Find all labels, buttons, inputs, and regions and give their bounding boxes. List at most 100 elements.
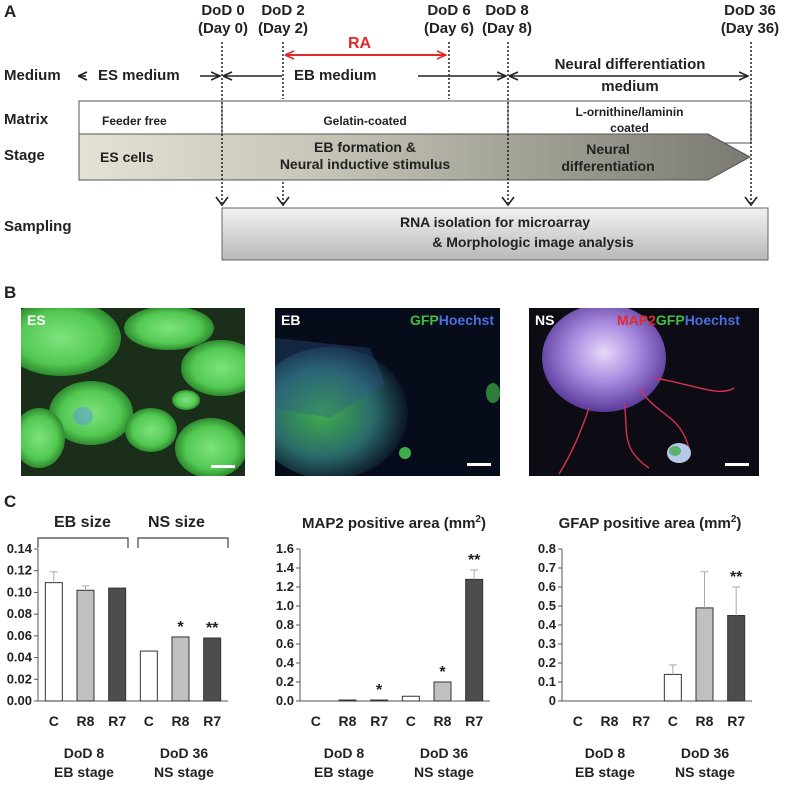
chart-size: 0.00 0.02 0.04 0.06 0.08 0.10 0.12 0.14 C R8 R7 C * R… xyxy=(7,541,228,729)
y-tick-label: 0.04 xyxy=(7,650,33,665)
y-tick-label: 0.3 xyxy=(538,636,556,651)
x-tick-label: C xyxy=(144,713,154,729)
bar-R8-4 xyxy=(433,681,452,702)
chart2-group-dod8: DoD 8 EB stage xyxy=(296,744,392,782)
x-tick-label: R8 xyxy=(172,713,190,729)
dod6-line1: DoD 6 xyxy=(427,2,471,19)
chart3-group-dod36-l2: NS stage xyxy=(675,764,735,780)
x-tick-label: C xyxy=(668,713,678,729)
bar-R7-5 xyxy=(203,637,222,702)
x-tick-label: C xyxy=(406,713,416,729)
dod2-line1: DoD 2 xyxy=(261,2,305,19)
chart3-title-sup: 2 xyxy=(730,514,737,525)
chart3-title-end: ) xyxy=(736,515,742,532)
chart2-title-end: ) xyxy=(480,515,486,532)
eb-scale-bar xyxy=(467,463,491,466)
x-tick-label: R8 xyxy=(339,713,357,729)
bar-R7-2 xyxy=(108,587,127,702)
y-tick-label: 0.00 xyxy=(7,693,32,708)
x-tick-label: R8 xyxy=(601,713,619,729)
bar-R8-4 xyxy=(695,607,714,702)
panel-a-label: A xyxy=(4,2,17,21)
y-tick-label: 0.8 xyxy=(538,541,556,556)
chart-gfap: 0 0.1 0.2 0.3 0.4 0.5 0.6 0.7 0.8 C R8 R7 C R8 ** R7 xyxy=(538,541,752,729)
chart1-group-dod8-l1: DoD 8 xyxy=(63,745,105,761)
stage-nd-2: differentiation xyxy=(561,158,655,174)
ns-stain-hoechst: Hoechst xyxy=(684,312,740,328)
chart1-header-ns-size: NS size xyxy=(148,514,205,531)
x-tick-label: R7 xyxy=(203,713,221,729)
dod0-line1: DoD 0 xyxy=(201,2,245,19)
y-tick-label: 0.06 xyxy=(7,628,32,643)
y-tick-label: 0.8 xyxy=(276,617,294,632)
chart2-group-dod36: DoD 36 NS stage xyxy=(394,744,494,782)
y-tick-label: 0.08 xyxy=(7,606,32,621)
y-tick-label: 0.14 xyxy=(7,541,33,556)
chart1-group-dod36: DoD 36 NS stage xyxy=(134,744,234,782)
dod36-line2: (Day 36) xyxy=(720,20,780,37)
y-tick-label: 0.02 xyxy=(7,671,32,686)
es-micrograph: ES xyxy=(21,308,245,476)
stage-es-cells: ES cells xyxy=(100,149,154,165)
y-tick-label: 0.1 xyxy=(538,674,556,689)
es-medium-text: ES medium xyxy=(95,67,183,84)
bar-C-0 xyxy=(44,582,63,702)
dod8-line2: (Day 8) xyxy=(481,20,533,37)
chart2-group-dod36-l1: DoD 36 xyxy=(419,745,469,761)
eb-stain-hoechst: Hoechst xyxy=(438,312,494,328)
bar-C-3 xyxy=(139,650,158,702)
row-label-stage: Stage xyxy=(4,147,45,164)
bar-C-3 xyxy=(401,695,420,702)
row-label-matrix: Matrix xyxy=(4,111,49,128)
y-tick-label: 1.0 xyxy=(276,598,294,613)
ns-stain-map2: MAP2 xyxy=(617,312,656,328)
x-tick-label: C xyxy=(49,713,59,729)
x-tick-label: C xyxy=(573,713,583,729)
panel-b-label: B xyxy=(4,283,17,302)
sample-arrow-dod2 xyxy=(276,196,290,207)
chart2-group-dod8-l1: DoD 8 xyxy=(323,745,365,761)
ns-scale-bar xyxy=(725,463,749,466)
chart1-group-dod8-l2: EB stage xyxy=(54,764,114,780)
stage-eb-2: Neural inductive stimulus xyxy=(279,156,451,172)
eb-image-label: EB xyxy=(281,312,301,328)
eb-micrograph-art xyxy=(275,308,500,476)
bar-R8-1 xyxy=(76,589,95,702)
chart3-title: GFAP positive area (mm2) xyxy=(518,514,782,532)
y-tick-label: 0.4 xyxy=(538,617,557,632)
eb-micrograph: EB GFPHoechst xyxy=(275,308,500,476)
sampling-text-2: & Morphologic image analysis xyxy=(432,234,634,250)
dod2-line2: (Day 2) xyxy=(257,20,309,37)
sample-arrow-dod0 xyxy=(215,196,229,207)
x-tick-label: R7 xyxy=(108,713,126,729)
eb-stain-gfp: GFP xyxy=(409,312,439,328)
x-tick-label: R8 xyxy=(434,713,452,729)
bar-R7-5 xyxy=(727,615,746,702)
ns-micrograph-art xyxy=(529,308,759,476)
dod0-line2: (Day 0) xyxy=(197,20,249,37)
dod36-label: DoD 36 (Day 36) xyxy=(712,2,788,38)
significance-mark: * xyxy=(177,619,184,636)
significance-mark: ** xyxy=(468,552,481,569)
ns-stain-legend: MAP2GFPHoechst xyxy=(617,312,740,328)
y-tick-label: 0.6 xyxy=(276,636,294,651)
eb-medium-text: EB medium xyxy=(290,67,381,84)
row-label-sampling: Sampling xyxy=(4,218,72,235)
chart3-group-dod8-l2: EB stage xyxy=(575,764,635,780)
chart1-group-dod36-l1: DoD 36 xyxy=(159,745,209,761)
nd-medium-text-1-span: Neural differentiation xyxy=(550,56,710,73)
bar-C-3 xyxy=(663,673,682,702)
sampling-box xyxy=(221,207,769,261)
chart-map2: 0.0 0.2 0.4 0.6 0.8 1.0 1.2 1.4 1.6 C R8 * R7 C * R8 ** R… xyxy=(276,541,490,729)
y-tick-label: 0.6 xyxy=(538,579,556,594)
y-tick-label: 0.10 xyxy=(7,584,32,599)
nd-medium-text-2: medium xyxy=(601,78,659,95)
sampling-text-1: RNA isolation for microarray xyxy=(399,214,591,230)
dod2-label: DoD 2 (Day 2) xyxy=(248,2,318,38)
bar-R7-2 xyxy=(370,699,389,702)
x-tick-label: R8 xyxy=(77,713,95,729)
y-tick-label: 0.2 xyxy=(276,674,294,689)
y-tick-label: 0.2 xyxy=(538,655,556,670)
chart2-title-text: MAP2 positive area (mm xyxy=(302,515,476,532)
sample-arrow-dod8 xyxy=(501,196,515,207)
